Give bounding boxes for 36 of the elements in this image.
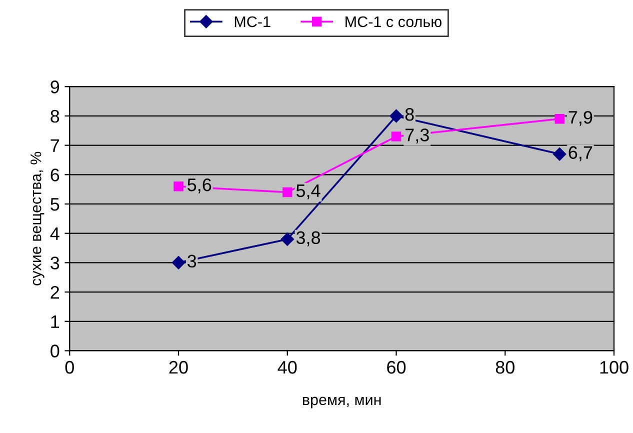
data-label: 3 xyxy=(188,254,196,268)
y-tick-label: 5 xyxy=(50,198,60,211)
point xyxy=(282,187,292,198)
point xyxy=(172,256,186,270)
y-axis-title: сухие вещества, % xyxy=(30,152,44,286)
point xyxy=(552,148,566,161)
y-tick-label: 6 xyxy=(50,168,60,182)
point xyxy=(280,232,294,246)
point xyxy=(554,114,564,124)
x-tick-label: 60 xyxy=(387,360,406,374)
x-axis-title: время, мин xyxy=(302,396,381,408)
y-tick-label: 7 xyxy=(50,139,59,152)
data-label: 5,4 xyxy=(296,184,320,200)
y-tick-label: 4 xyxy=(50,227,60,240)
y-tick-label: 1 xyxy=(51,316,60,328)
data-label: 6,7 xyxy=(568,146,592,162)
data-label: 7,9 xyxy=(568,110,592,126)
legend-label: МС-1 xyxy=(234,16,270,28)
y-tick-label: 8 xyxy=(50,110,60,123)
data-label: 3,8 xyxy=(296,231,320,246)
y-tick-label: 2 xyxy=(50,286,59,299)
y-tick-label: 9 xyxy=(50,80,60,94)
point xyxy=(390,109,403,123)
data-label: 7,3 xyxy=(406,128,429,144)
x-tick-label: 100 xyxy=(600,360,628,374)
point xyxy=(391,132,402,142)
x-tick-label: 20 xyxy=(169,360,188,374)
x-tick-label: 0 xyxy=(65,360,74,374)
x-tick-label: 80 xyxy=(496,360,514,374)
x-tick-label: 40 xyxy=(278,360,297,374)
point xyxy=(174,182,184,192)
y-tick-label: 0 xyxy=(50,344,60,358)
data-label: 5,6 xyxy=(188,178,212,194)
y-tick-label: 3 xyxy=(50,256,60,270)
legend-label: МС-1 с солью xyxy=(346,16,442,28)
data-label: 8 xyxy=(405,108,414,121)
